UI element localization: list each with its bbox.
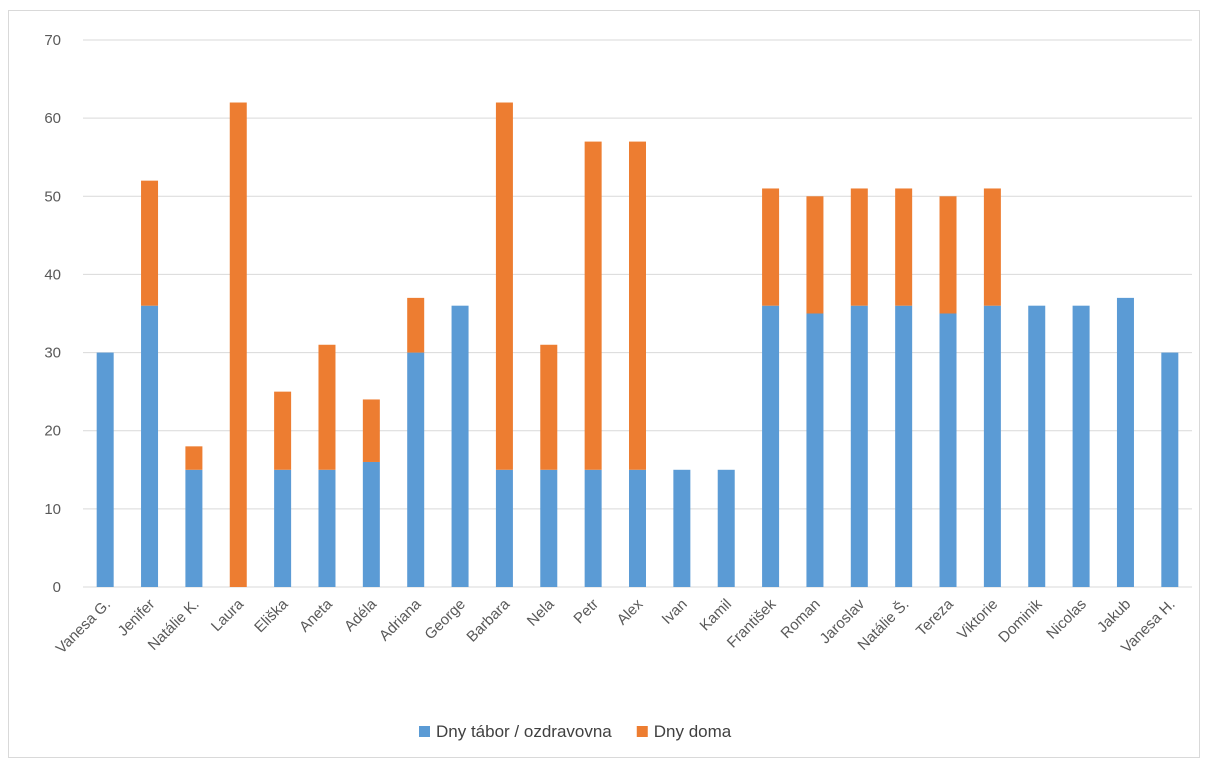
bar-segment xyxy=(850,305,868,587)
bar-segment xyxy=(939,196,957,314)
bar-segment xyxy=(495,102,513,470)
x-tick-label: Jakub xyxy=(1094,596,1134,636)
x-tick-label: Jenifer xyxy=(115,596,159,640)
bar-segment xyxy=(895,188,913,306)
y-tick-label: 20 xyxy=(44,423,61,440)
bar-segment xyxy=(584,469,602,587)
bar-segment xyxy=(939,313,957,587)
bar-segment xyxy=(717,469,735,587)
x-tick-label: Laura xyxy=(208,595,248,635)
x-tick-label: Aneta xyxy=(296,595,336,635)
bar-segment xyxy=(1161,352,1179,587)
x-tick-label: Adéla xyxy=(341,595,381,635)
bar-segment xyxy=(141,305,159,587)
bar-segment xyxy=(185,446,203,470)
legend-label: Dny tábor / ozdravovna xyxy=(436,722,612,741)
bar-segment xyxy=(407,297,425,353)
legend: Dny tábor / ozdravovna Dny doma xyxy=(419,722,732,741)
bar-segment xyxy=(318,344,336,470)
x-tick-label: Tereza xyxy=(913,595,957,639)
y-tick-label: 70 xyxy=(44,32,61,49)
bar-segment xyxy=(1028,305,1046,587)
bar-segment xyxy=(362,461,380,587)
bar-segment xyxy=(629,141,646,470)
x-tick-label: Dominik xyxy=(995,595,1046,646)
bar-segment xyxy=(629,469,646,587)
bar-segment xyxy=(762,305,780,587)
bar-segment xyxy=(983,188,1001,306)
x-tick-label: Nicolas xyxy=(1043,596,1090,643)
y-tick-label: 60 xyxy=(44,110,61,127)
bars xyxy=(96,102,1179,587)
x-tick-label: Petr xyxy=(570,596,601,627)
bar-segment xyxy=(540,469,558,587)
y-tick-label: 50 xyxy=(44,188,61,205)
bar-segment xyxy=(762,188,780,306)
bar-segment xyxy=(407,352,425,587)
x-tick-label: Eliška xyxy=(251,595,292,636)
bar-segment xyxy=(229,102,247,587)
bar-segment xyxy=(274,391,292,470)
bar-segment xyxy=(806,313,824,587)
bar-segment xyxy=(1116,297,1134,587)
y-tick-label: 30 xyxy=(44,345,61,362)
chart-frame xyxy=(8,10,1200,758)
y-tick-label: 40 xyxy=(44,266,61,283)
legend-swatch xyxy=(636,726,648,737)
y-tick-label: 10 xyxy=(44,501,61,518)
bar-segment xyxy=(96,352,114,587)
bar-segment xyxy=(318,469,336,587)
bar-segment xyxy=(451,305,469,587)
bar-segment xyxy=(584,141,602,470)
bar-segment xyxy=(540,344,558,470)
y-axis-ticks: 0 10 20 30 40 50 60 70 xyxy=(44,32,61,596)
bar-segment xyxy=(806,196,824,314)
bar-segment xyxy=(673,469,691,587)
x-tick-label: Nela xyxy=(524,595,558,629)
legend-label: Dny doma xyxy=(654,722,732,741)
x-tick-label: George xyxy=(421,596,468,643)
bar-segment xyxy=(274,469,292,587)
x-tick-label: Kamil xyxy=(697,596,736,635)
bar-segment xyxy=(495,469,513,587)
bar-segment xyxy=(850,188,868,306)
bar-segment xyxy=(1072,305,1090,587)
x-tick-label: Alex xyxy=(614,595,647,628)
x-tick-label: Ivan xyxy=(659,596,691,628)
bar-segment xyxy=(362,399,380,462)
x-tick-label: Barbara xyxy=(463,595,513,645)
y-tick-label: 0 xyxy=(53,579,61,596)
x-tick-label: Viktorie xyxy=(954,596,1001,643)
legend-swatch xyxy=(419,726,430,737)
x-tick-label: Vanesa G. xyxy=(53,596,114,657)
bar-segment xyxy=(141,180,159,306)
x-tick-label: Adriana xyxy=(376,595,425,644)
bar-segment xyxy=(895,305,913,587)
bar-segment xyxy=(185,469,203,587)
x-tick-label: František xyxy=(724,595,780,651)
bar-segment xyxy=(983,305,1001,587)
